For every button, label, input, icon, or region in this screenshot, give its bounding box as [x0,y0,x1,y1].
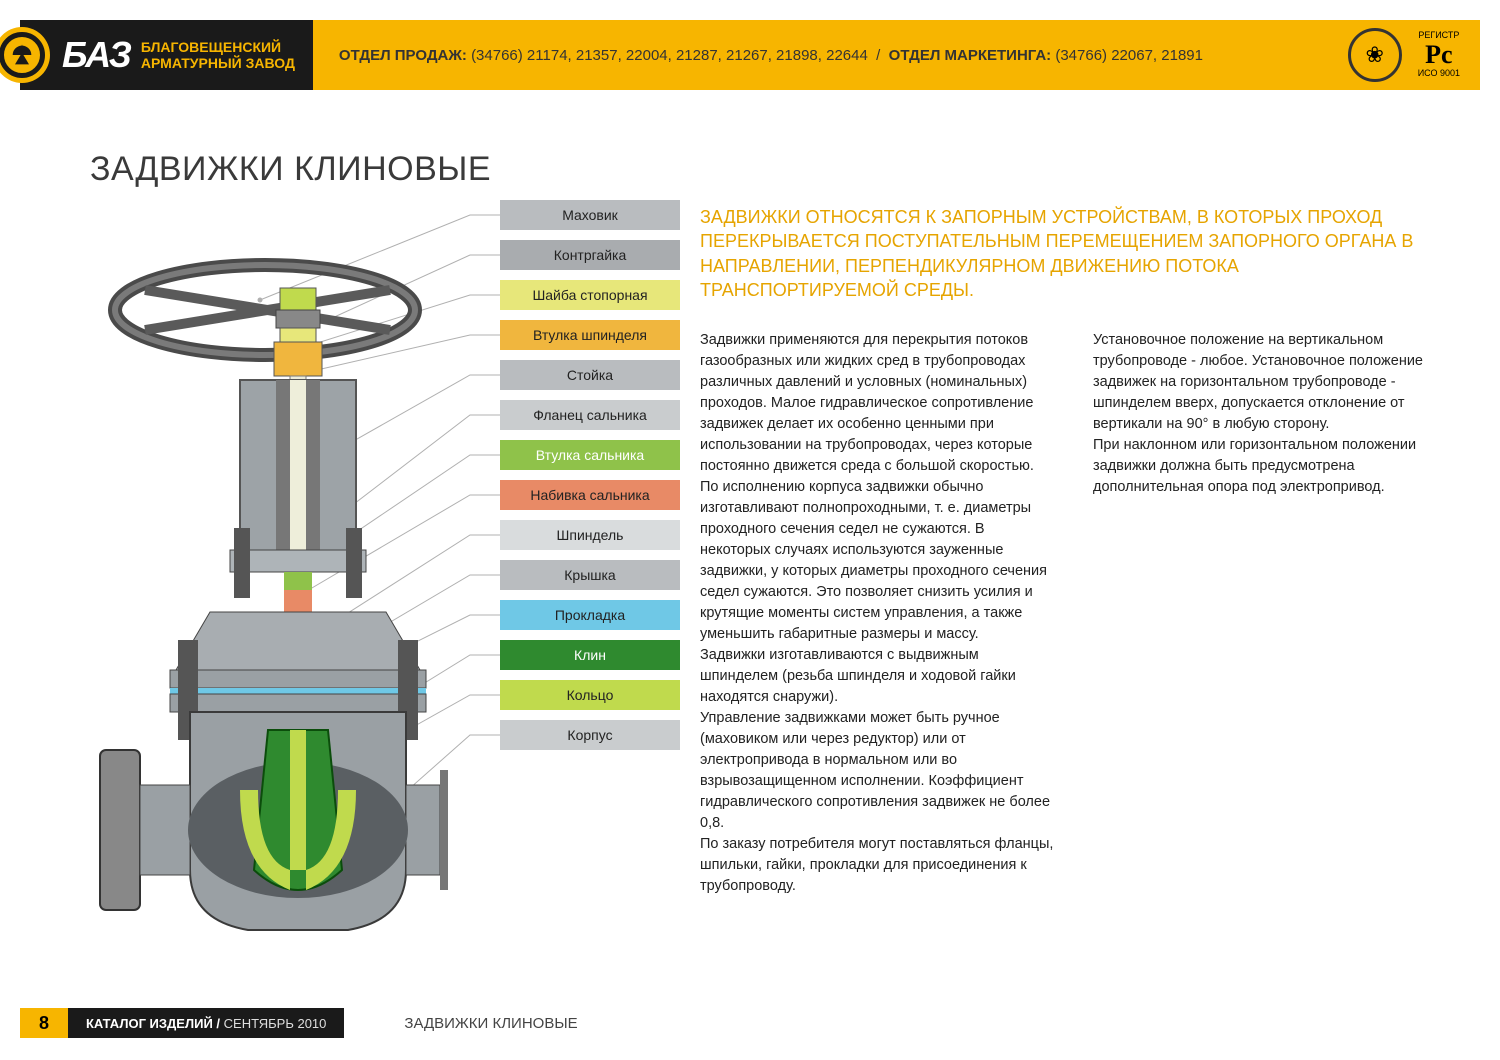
body-col-2: Установочное положение на вертикальном т… [1093,330,1450,897]
callout-label: Корпус [500,720,680,750]
footer-section: ЗАДВИЖКИ КЛИНОВЫЕ [404,1015,577,1032]
callout-label: Контргайка [500,240,680,270]
callout-label: Набивка сальника [500,480,680,510]
callout-column: Маховик Контргайка Шайба стопорная Втулка ш… [500,200,680,750]
page-title: ЗАДВИЖКИ КЛИНОВЫЕ [90,150,491,189]
intro-text: ЗАДВИЖКИ ОТНОСЯТСЯ К ЗАПОРНЫМ УСТРОЙСТВА… [700,205,1430,302]
header-contacts: ОТДЕЛ ПРОДАЖ: (34766) 21174, 21357, 2200… [313,47,1348,64]
footer-catalog-block: КАТАЛОГ ИЗДЕЛИЙ / СЕНТЯБРЬ 2010 [68,1008,344,1038]
contacts-divider: / [876,47,880,64]
body-paragraph: Задвижки изготавливаются с выдвижным шпи… [700,645,1057,708]
callout-label: Крышка [500,560,680,590]
marketing-phones: (34766) 22067, 21891 [1055,47,1203,64]
callout-label: Втулка шпинделя [500,320,680,350]
catalog-date: СЕНТЯБРЬ 2010 [224,1016,327,1031]
body-paragraph: По исполнению корпуса задвижки обычно из… [700,477,1057,645]
callout-label: Шайба стопорная [500,280,680,310]
gear-icon [0,27,50,83]
body-col-1: Задвижки применяются для перекрытия пото… [700,330,1057,897]
callout-label: Шпиндель [500,520,680,550]
sales-label: ОТДЕЛ ПРОДАЖ: [339,47,467,64]
header-badges: ❀ РЕГИСТР Pc ИСО 9001 [1348,28,1480,82]
callout-label: Клин [500,640,680,670]
sales-phones: (34766) 21174, 21357, 22004, 21287, 2126… [471,47,868,64]
reg-mid: Pc [1418,41,1460,70]
diagram-area: Маховик Контргайка Шайба стопорная Втулка ш… [60,200,680,960]
page-number: 8 [20,1008,68,1038]
header-bar: БАЗ БЛАГОВЕЩЕНСКИЙ АРМАТУРНЫЙ ЗАВОД ОТДЕ… [20,20,1480,90]
brand-line2: АРМАТУРНЫЙ ЗАВОД [141,55,295,71]
body-paragraph: При наклонном или горизонтальном положен… [1093,435,1450,498]
catalog-label: КАТАЛОГ ИЗДЕЛИЙ / [86,1016,220,1031]
callout-label: Кольцо [500,680,680,710]
brand-abbrev: БАЗ [62,34,131,76]
footer-bar: 8 КАТАЛОГ ИЗДЕЛИЙ / СЕНТЯБРЬ 2010 ЗАДВИЖ… [20,1008,1480,1038]
body-columns: Задвижки применяются для перекрытия пото… [700,330,1450,897]
body-paragraph: По заказу потребителя могут поставляться… [700,834,1057,897]
reg-bottom: ИСО 9001 [1418,69,1460,79]
callout-label: Маховик [500,200,680,230]
body-paragraph: Управление задвижками может быть ручное … [700,708,1057,834]
body-paragraph: Задвижки применяются для перекрытия пото… [700,330,1057,477]
register-badge: РЕГИСТР Pc ИСО 9001 [1418,31,1460,79]
cert-badge-icon: ❀ [1348,28,1402,82]
valve-illustration [90,230,450,960]
brand-subtitle: БЛАГОВЕЩЕНСКИЙ АРМАТУРНЫЙ ЗАВОД [141,39,295,71]
body-paragraph: Установочное положение на вертикальном т… [1093,330,1450,435]
callout-label: Фланец сальника [500,400,680,430]
callout-label: Прокладка [500,600,680,630]
marketing-label: ОТДЕЛ МАРКЕТИНГА: [889,47,1052,64]
brand-line1: БЛАГОВЕЩЕНСКИЙ [141,39,295,55]
logo-block: БАЗ БЛАГОВЕЩЕНСКИЙ АРМАТУРНЫЙ ЗАВОД [20,20,313,90]
callout-label: Втулка сальника [500,440,680,470]
callout-label: Стойка [500,360,680,390]
